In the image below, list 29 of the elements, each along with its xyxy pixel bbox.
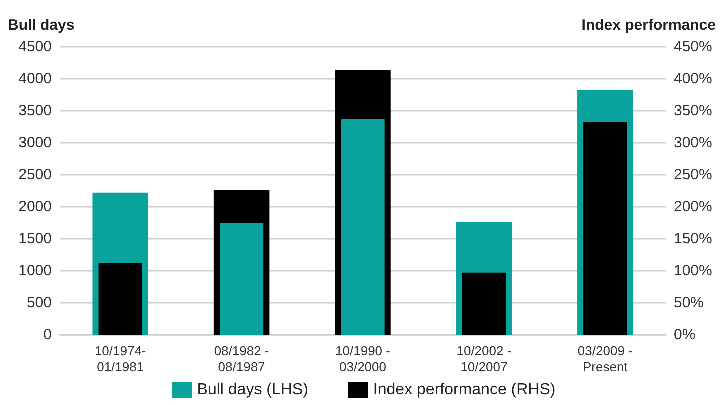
y-tick-label: 4000 — [18, 70, 52, 88]
y-tick-label: 1000 — [18, 262, 52, 280]
y2-tick-label: 200% — [674, 198, 712, 216]
x-tick-label: 08/1982 - 08/1987 — [214, 344, 270, 374]
y-tick-label: 2000 — [18, 198, 52, 216]
y2-tick-label: 100% — [674, 262, 712, 280]
x-tick-label: 10/1990 - 03/2000 — [336, 344, 390, 374]
y2-tick-label: 0% — [674, 326, 696, 344]
x-tick-label: 10/1974- 01/1981 — [94, 344, 146, 374]
y2-tick-label: 450% — [674, 38, 712, 56]
y2-tick-label: 150% — [674, 230, 712, 248]
y2-tick-label: 400% — [674, 70, 712, 88]
x-tick-label: 10/2002 - 10/2007 — [456, 344, 512, 374]
y-tick-label: 0 — [44, 326, 52, 344]
y-tick-label: 4500 — [18, 38, 52, 56]
y2-tick-label: 250% — [674, 166, 712, 184]
y-tick-label: 3500 — [18, 102, 52, 120]
y2-tick-label: 350% — [674, 102, 712, 120]
x-tick-label: 03/2009 - Present — [578, 344, 633, 374]
y2-tick-label: 300% — [674, 134, 712, 152]
legend-label: Bull days (LHS) — [197, 382, 308, 398]
y-tick-label: 500 — [26, 294, 52, 312]
y-axis-title: Bull days — [8, 17, 75, 34]
legend-label: Index performance (RHS) — [373, 382, 556, 398]
y2-tick-label: 50% — [674, 294, 704, 312]
y-tick-label: 3000 — [18, 134, 52, 152]
y-tick-label: 1500 — [18, 230, 52, 248]
y2-axis-title: Index performance — [582, 17, 716, 34]
y-tick-label: 2500 — [18, 166, 52, 184]
